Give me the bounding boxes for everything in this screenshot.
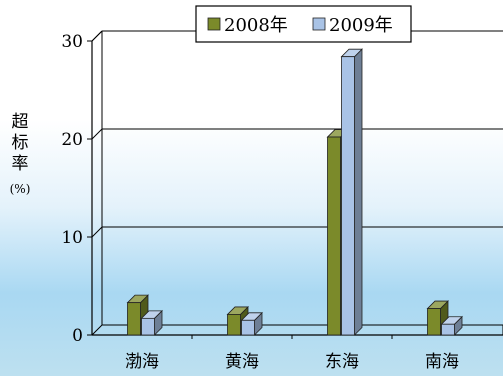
bar-front (227, 314, 241, 336)
bar-front (341, 56, 355, 336)
bar-南海-2009年 (440, 315, 463, 336)
x-category-label: 南海 (425, 352, 459, 372)
y-tick-label: 20 (61, 130, 83, 150)
x-category-label: 黄海 (225, 352, 259, 372)
y-tick-label: 30 (61, 32, 83, 52)
legend-box (195, 5, 412, 43)
legend-label: 2008年 (224, 15, 288, 36)
x-category-labels: 渤海 黄海 东海 南海 (125, 352, 459, 372)
axes (87, 30, 503, 339)
y-axis-title-char: 标 (11, 133, 29, 153)
y-tick-label: 10 (61, 228, 83, 248)
x-category-label: 渤海 (125, 352, 159, 372)
gridline-depth (91, 226, 103, 238)
bar-front (441, 323, 455, 336)
bar-front (327, 136, 341, 336)
bar-黄海-2009年 (240, 311, 263, 336)
bars (126, 48, 463, 336)
bar-side (354, 48, 363, 336)
y-tick-labels: 0 10 20 30 (61, 32, 83, 346)
y-tick-label: 0 (72, 326, 83, 346)
bar-渤海-2009年 (140, 309, 163, 336)
x-category-label: 东海 (325, 352, 359, 372)
y-axis-label: 超标率 (%) (6, 112, 34, 200)
gridline-depth (91, 128, 103, 140)
bar-front (127, 302, 141, 336)
y-axis-title-char: 率 (11, 154, 29, 174)
top-depth-edge (91, 30, 103, 42)
gridlines (91, 30, 503, 238)
bar-东海-2009年 (340, 48, 363, 336)
y-axis-title-char: 超 (11, 112, 29, 132)
legend-swatch (312, 17, 326, 31)
bar-front (427, 308, 441, 336)
legend-label: 2009年 (329, 15, 393, 36)
y-axis-unit: (%) (9, 182, 31, 196)
legend: 2008年 2009年 (195, 5, 412, 43)
y-axis-title: 超标率 (6, 112, 34, 175)
bar-front (241, 319, 255, 336)
bar-front (141, 317, 155, 336)
legend-swatch (207, 17, 221, 31)
